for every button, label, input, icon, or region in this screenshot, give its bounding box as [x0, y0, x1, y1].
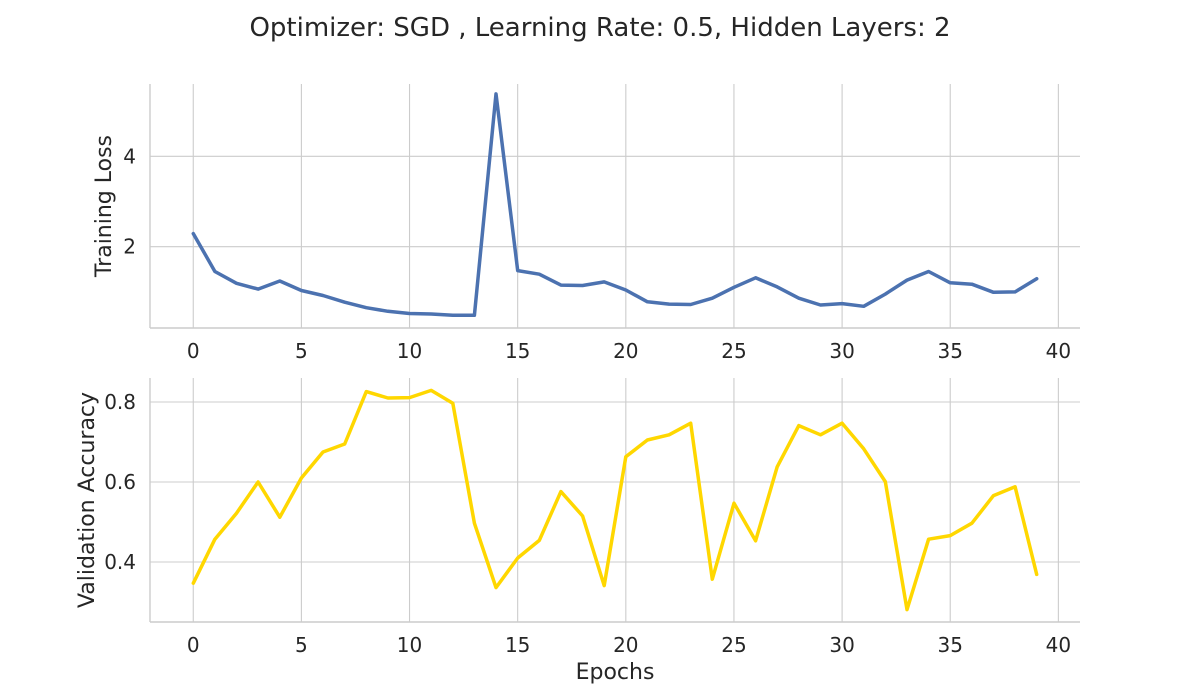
x-tick-label: 15	[505, 339, 530, 363]
y-tick-label: 0.8	[104, 390, 136, 414]
figure-title: Optimizer: SGD , Learning Rate: 0.5, Hid…	[249, 13, 950, 43]
y-tick-label: 0.6	[104, 470, 136, 494]
x-tick-label: 0	[187, 339, 200, 363]
training-loss-ylabel: Training Loss	[92, 135, 117, 278]
x-tick-label: 10	[397, 339, 422, 363]
validation-accuracy-ylabel: Validation Accuracy	[75, 392, 100, 608]
x-tick-label: 25	[721, 633, 746, 657]
x-tick-label: 10	[397, 633, 422, 657]
x-tick-label: 40	[1046, 339, 1071, 363]
x-tick-label: 20	[613, 339, 638, 363]
x-tick-label: 30	[829, 339, 854, 363]
x-tick-label: 15	[505, 633, 530, 657]
x-tick-label: 30	[829, 633, 854, 657]
x-tick-label: 20	[613, 633, 638, 657]
training-loss-line	[191, 92, 1039, 318]
y-tick-label: 4	[123, 144, 136, 168]
x-tick-label: 5	[295, 339, 308, 363]
x-tick-label: 0	[187, 633, 200, 657]
x-tick-label: 5	[295, 633, 308, 657]
x-tick-label: 35	[938, 633, 963, 657]
training-loss-panel: 0 5 10 15 20 25 30 35 40 2 4 Training Loss	[92, 84, 1080, 363]
y-tick-label: 2	[123, 235, 136, 259]
y-tick-label: 0.4	[104, 550, 136, 574]
x-axis-label: Epochs	[576, 660, 655, 685]
x-tick-label: 40	[1046, 633, 1071, 657]
validation-accuracy-panel: 0 5 10 15 20 25 30 35 40 0.4 0.6 0.8 Validation Acc…	[75, 378, 1080, 657]
x-tick-label: 25	[721, 339, 746, 363]
validation-accuracy-line	[191, 388, 1039, 612]
x-tick-label: 35	[938, 339, 963, 363]
